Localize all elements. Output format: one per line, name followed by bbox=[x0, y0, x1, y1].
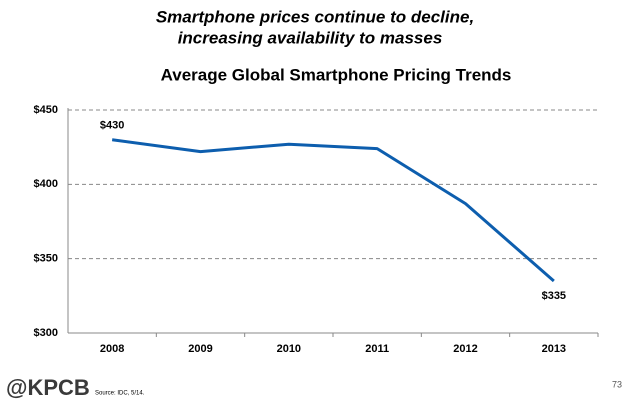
brand: @KPCB bbox=[6, 375, 90, 400]
x-tick-label: 2011 bbox=[365, 343, 389, 355]
y-tick-label: $400 bbox=[34, 178, 58, 190]
line bbox=[111, 138, 555, 283]
headline: Smartphone prices continue to decline, bbox=[156, 7, 474, 26]
x-tick-label: 2010 bbox=[277, 343, 301, 355]
x-tick-label: 2012 bbox=[453, 343, 477, 355]
y-tick-label: $450 bbox=[34, 104, 58, 116]
headline: increasing availability to masses bbox=[178, 28, 443, 47]
data-label: $335 bbox=[542, 290, 566, 302]
y-tick-label: $300 bbox=[34, 327, 58, 339]
x-tick-label: 2013 bbox=[542, 343, 566, 355]
page-number: 73 bbox=[612, 379, 622, 389]
chart-title: Average Global Smartphone Pricing Trends bbox=[161, 65, 512, 84]
x-tick-label: 2009 bbox=[188, 343, 212, 355]
x-tick-label: 2008 bbox=[100, 343, 124, 355]
y-tick-label: $350 bbox=[34, 253, 58, 265]
data-label: $430 bbox=[100, 120, 124, 132]
source: Source: IDC, 5/14. bbox=[95, 391, 145, 397]
